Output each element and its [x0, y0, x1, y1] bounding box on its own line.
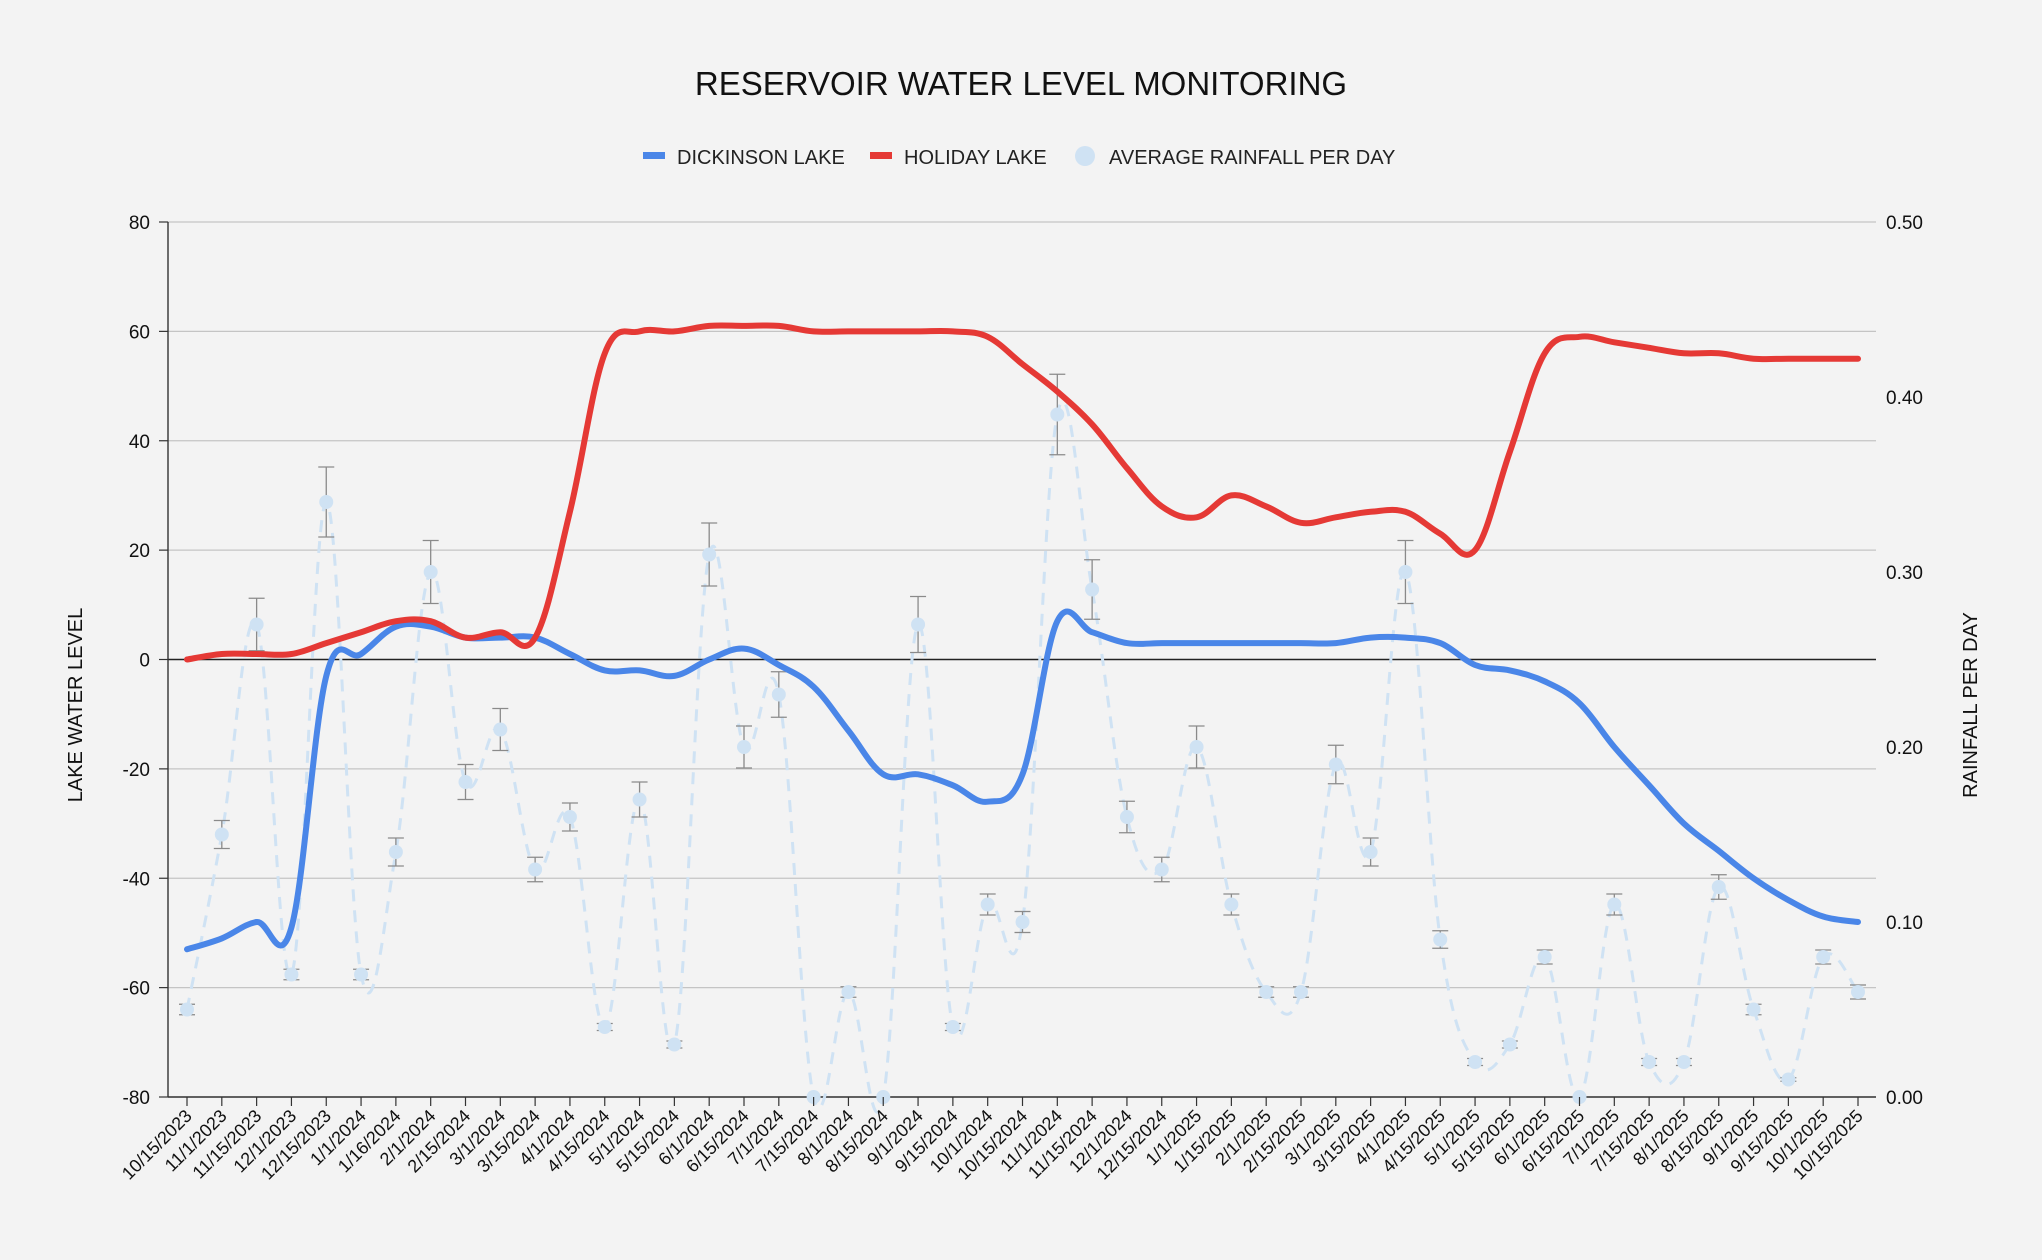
- rainfall-point: [319, 495, 334, 509]
- y-left-tick-label: 20: [129, 541, 150, 562]
- rainfall-point: [1398, 565, 1413, 579]
- rainfall-point: [1781, 1072, 1796, 1087]
- rainfall-point: [458, 775, 473, 789]
- legend-marker-rainfall: [1075, 146, 1095, 166]
- rainfall-point: [911, 617, 926, 632]
- rainfall-point: [1085, 582, 1100, 597]
- legend-label-rainfall: AVERAGE RAINFALL PER DAY: [1109, 147, 1395, 169]
- y-left-tick-label: -40: [123, 869, 150, 890]
- rainfall-point: [1676, 1055, 1691, 1069]
- y-axis-left-ticks: 80 60 40 20 0 -20 -40 -60 -80: [123, 213, 168, 1109]
- rainfall-point: [1711, 880, 1726, 894]
- rainfall-point: [214, 827, 229, 842]
- rainfall-point: [423, 565, 438, 579]
- rainfall-point: [528, 862, 543, 877]
- rainfall-point: [1259, 985, 1274, 999]
- rainfall-point: [1642, 1055, 1657, 1069]
- y-left-tick-label: -20: [123, 760, 150, 781]
- y-axis-left-title: LAKE WATER LEVEL: [65, 608, 87, 803]
- y-left-tick-label: -60: [123, 979, 150, 1000]
- holiday-lake-line: [184, 322, 1861, 663]
- y-left-tick-label: 80: [129, 213, 150, 234]
- rainfall-point: [1050, 407, 1065, 422]
- legend-label-dickinson: DICKINSON LAKE: [677, 147, 845, 169]
- y-right-tick-label: 0.30: [1886, 563, 1923, 584]
- rainfall-point: [597, 1020, 612, 1034]
- rainfall-point: [1816, 950, 1831, 964]
- rainfall-point: [771, 687, 786, 702]
- y-axis-right-title: RAINFALL PER DAY: [1960, 612, 1982, 798]
- rainfall-point: [841, 985, 856, 999]
- rainfall-point: [1502, 1037, 1517, 1052]
- rainfall-point: [945, 1020, 960, 1034]
- y-axis-right-ticks: 0.50 0.40 0.30 0.20 0.10 0.00: [1886, 213, 1923, 1109]
- rainfall-point: [1746, 1002, 1761, 1017]
- chart-title: RESERVOIR WATER LEVEL MONITORING: [695, 65, 1347, 102]
- dickinson-lake-line: [184, 608, 1861, 953]
- y-left-tick-label: 0: [139, 651, 150, 672]
- rainfall-point: [562, 810, 577, 824]
- rainfall-point: [632, 792, 647, 807]
- rainfall-point: [1851, 985, 1865, 999]
- y-left-tick-label: 60: [129, 322, 150, 343]
- rainfall-point: [1294, 985, 1308, 999]
- rainfall-point: [284, 967, 299, 982]
- rainfall-point: [702, 547, 717, 562]
- rainfall-point: [980, 897, 995, 912]
- rainfall-point: [1328, 757, 1343, 772]
- rainfall-point: [667, 1037, 682, 1052]
- rainfall-series: [179, 373, 1866, 1114]
- rainfall-point: [1189, 740, 1204, 754]
- legend-label-holiday: HOLIDAY LAKE: [904, 147, 1047, 169]
- legend-marker-dickinson: [643, 152, 665, 159]
- rainfall-point: [493, 722, 508, 737]
- y-right-tick-label: 0.50: [1886, 213, 1923, 234]
- rainfall-point: [1468, 1055, 1483, 1069]
- rainfall-point: [1433, 932, 1448, 947]
- rainfall-point: [249, 617, 264, 632]
- y-left-tick-label: -80: [123, 1088, 150, 1109]
- rainfall-point: [388, 845, 403, 859]
- y-right-tick-label: 0.20: [1886, 738, 1923, 759]
- legend: DICKINSON LAKE HOLIDAY LAKE AVERAGE RAIN…: [643, 146, 1395, 169]
- rainfall-point: [1015, 915, 1030, 929]
- y-left-tick-label: 40: [129, 432, 150, 453]
- rainfall-point: [354, 967, 369, 982]
- rainfall-point: [180, 1002, 194, 1017]
- y-right-tick-label: 0.40: [1886, 388, 1923, 409]
- y-right-tick-label: 0.10: [1886, 913, 1923, 934]
- rainfall-point: [1154, 862, 1169, 877]
- rainfall-point: [1224, 897, 1239, 912]
- rainfall-point: [1607, 897, 1622, 912]
- rainfall-point: [737, 740, 751, 754]
- legend-marker-holiday: [870, 152, 892, 159]
- rainfall-point: [1363, 845, 1378, 859]
- rainfall-point: [1537, 950, 1552, 964]
- rainfall-point: [1119, 810, 1134, 824]
- y-right-tick-label: 0.00: [1886, 1088, 1923, 1109]
- lake-series: [184, 322, 1861, 953]
